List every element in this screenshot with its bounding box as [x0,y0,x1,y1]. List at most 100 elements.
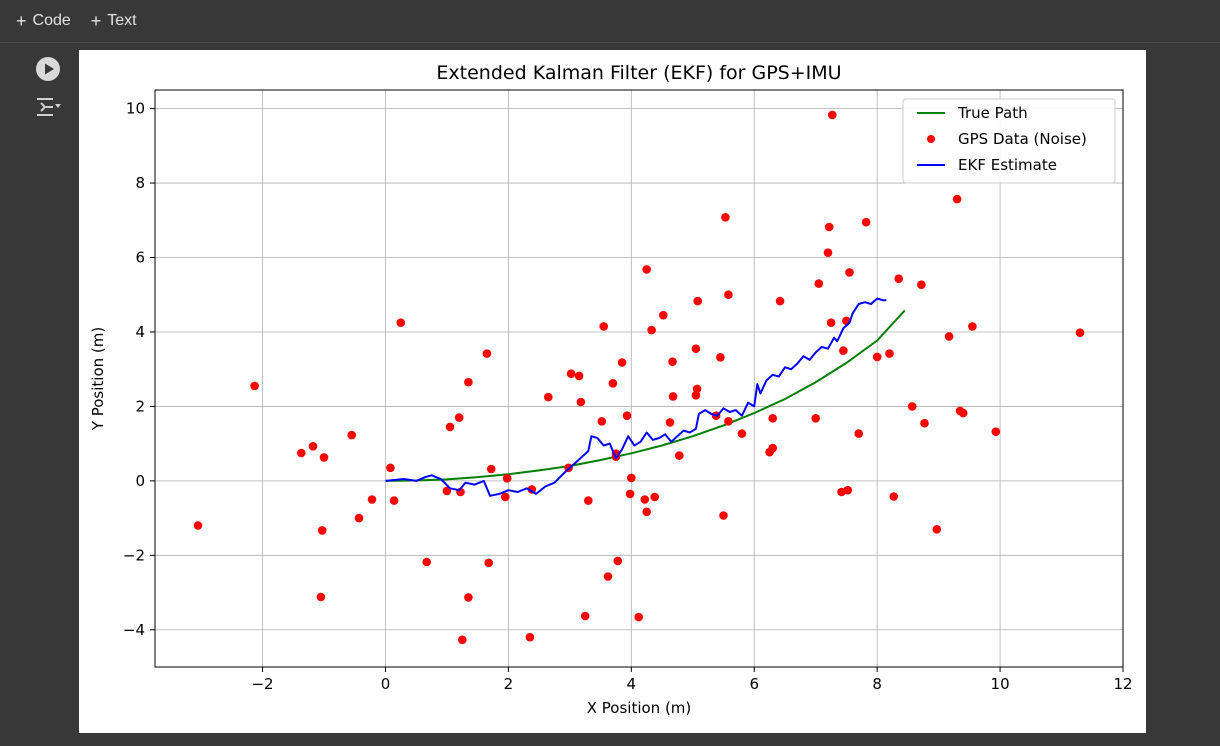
axes-frame [154,89,1124,668]
gps-point [668,357,677,367]
gps-point [650,492,659,502]
gps-point [691,391,701,400]
notebook-toolbar: + Code + Text [0,0,1220,43]
gps-point [422,557,432,567]
gps-point [464,377,473,387]
gps-point [826,318,836,328]
gps-point [642,265,651,274]
gps-point [354,513,364,523]
gps-point [693,296,702,306]
gps-point [823,248,833,257]
gps-point [907,402,917,411]
gps-point [454,413,464,422]
gps-point [308,442,318,451]
gps-point [640,495,650,504]
gps-point [920,418,929,428]
gps-point [445,422,455,432]
gps-point [814,279,824,288]
gps-point [843,485,852,495]
x-tick-label: 4 [627,675,637,693]
gps-point [625,489,635,499]
gps-point [622,411,632,421]
gps-point [958,408,968,418]
gps-point [458,635,467,645]
gps-point [642,507,651,517]
gps-point [854,429,863,438]
gps-point [944,332,954,341]
gps-point [861,217,871,227]
x-tick-label: 6 [749,675,759,693]
gps-point [668,392,678,401]
chart-series [193,110,1085,645]
chart-title: Extended Kalman Filter (EKF) for GPS+IMU [436,62,841,84]
legend-swatch-gps [927,135,935,143]
gps-point [692,384,702,394]
gps-point [367,495,377,504]
play-circle-icon [45,63,54,75]
gps-point [845,268,854,277]
gps-point [724,417,733,426]
gps-point [1075,328,1085,338]
gps-point [597,417,607,426]
y-tick-label: 10 [126,100,145,118]
y-tick-label: 2 [135,397,145,415]
gps-point [634,612,643,622]
gps-point [917,280,926,289]
x-tick-label: 2 [504,675,514,693]
x-tick-label: 10 [991,675,1010,693]
gps-point [885,349,894,358]
gps-point [347,430,357,440]
add-code-button[interactable]: + Code [16,6,71,36]
legend-label-gps: GPS Data (Noise) [958,130,1087,148]
x-tick-label: 8 [872,675,882,693]
cell-output-plot: −2 0 2 4 6 8 10 12 −4 −2 0 2 4 6 8 10 Extended Kalman F… [79,50,1146,733]
gps-point [839,346,848,355]
legend-box [902,98,1116,184]
gps-point [828,110,837,120]
gps-point [659,310,668,320]
gps-point [389,496,399,505]
ekf-estimate-line [385,297,887,497]
gps-point [675,451,684,460]
gps-point [768,443,777,453]
gps-point [613,556,623,566]
x-tick-label: 12 [1113,675,1132,693]
gps-point [484,558,494,568]
add-text-button[interactable]: + Text [91,6,137,36]
gps-point [574,371,584,381]
output-toggle-icon [37,98,61,116]
gps-point [599,322,608,331]
gps-point [775,296,785,306]
y-tick-label: −4 [123,621,145,639]
gps-point [824,222,834,232]
gps-point [608,379,618,388]
ticks: −2 0 2 4 6 8 10 12 −4 −2 0 2 4 6 8 10 [123,100,1133,693]
gps-point [737,429,747,438]
gps-point [894,274,903,283]
y-tick-label: 4 [135,323,145,341]
add-text-label: Text [107,12,137,29]
gps-point [482,349,492,358]
legend-label-ekf: EKF Estimate [958,156,1057,174]
gps-point [716,353,725,362]
gps-point [665,418,675,427]
chart-legend: True Path GPS Data (Noise) EKF Estimate [902,98,1116,184]
gps-point [768,414,777,423]
plus-icon: + [16,11,27,31]
gps-point [501,492,510,502]
run-cell-button[interactable] [36,57,60,81]
gps-point [525,632,535,642]
gps-point [627,473,636,483]
y-tick-label: −2 [123,546,145,564]
gps-point [319,453,329,462]
y-axis-label: Y Position (m) [89,327,107,431]
gps-point [617,358,627,367]
y-tick-label: 8 [135,174,145,192]
gps-point [584,496,593,505]
gps-point [193,521,203,530]
gps-point [932,525,942,534]
gps-point [724,290,733,299]
y-tick-label: 6 [135,249,145,267]
output-toggle-button[interactable] [35,95,63,119]
y-tick-label: 0 [135,472,145,490]
